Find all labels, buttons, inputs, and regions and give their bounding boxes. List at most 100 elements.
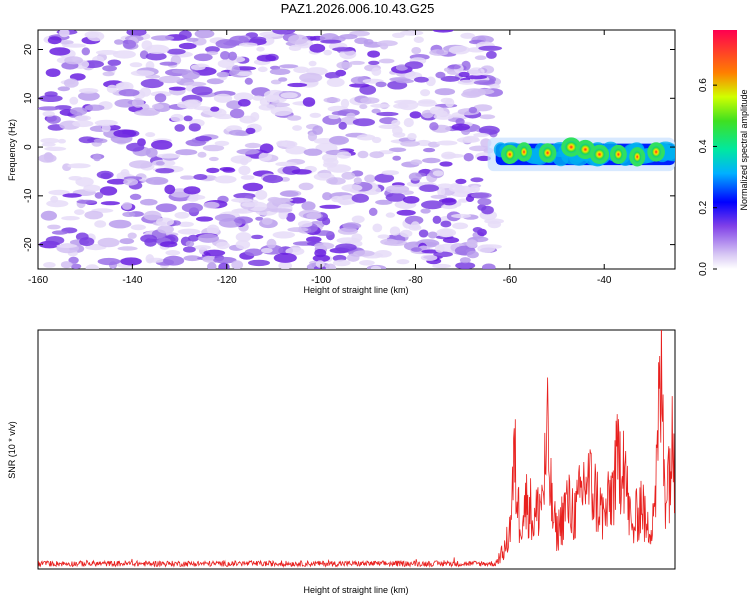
noise-cell — [319, 204, 342, 209]
noise-cell — [323, 49, 333, 56]
noise-cell — [222, 167, 236, 173]
noise-cell — [69, 96, 79, 105]
noise-cell — [256, 54, 277, 62]
noise-cell — [287, 115, 302, 121]
noise-cell — [231, 197, 253, 203]
snr-y-tick-label: 1000 — [0, 0, 12, 3]
noise-cell — [239, 42, 258, 47]
noise-cell — [403, 117, 414, 128]
noise-cell — [260, 247, 273, 254]
noise-cell — [206, 78, 224, 85]
noise-cell — [106, 84, 118, 94]
noise-cell — [371, 136, 382, 144]
noise-cell — [473, 80, 496, 86]
noise-cell — [158, 75, 182, 84]
noise-cell — [465, 75, 488, 80]
noise-cell — [70, 263, 82, 269]
noise-cell — [96, 170, 114, 179]
noise-cell — [416, 139, 432, 147]
noise-cell — [154, 93, 167, 103]
noise-cell — [395, 79, 414, 84]
noise-cell — [78, 88, 99, 94]
noise-cell — [478, 125, 500, 135]
noise-cell — [466, 239, 478, 249]
noise-cell — [191, 86, 213, 96]
noise-cell — [389, 147, 407, 153]
noise-cell — [206, 51, 219, 56]
noise-cell — [238, 165, 251, 176]
noise-cell — [437, 186, 446, 197]
noise-cell — [108, 219, 132, 229]
noise-cell — [64, 43, 86, 48]
noise-cell — [440, 97, 452, 104]
noise-cell — [275, 161, 298, 167]
noise-cell — [423, 147, 436, 153]
noise-cell — [336, 151, 352, 159]
noise-cell — [259, 143, 274, 154]
noise-cell — [163, 255, 185, 266]
noise-cell — [440, 220, 452, 228]
snr-x-tick-label: -100 — [0, 0, 10, 3]
noise-cell — [342, 222, 362, 230]
noise-cell — [78, 91, 100, 101]
noise-cell — [47, 36, 62, 45]
noise-cell — [328, 114, 340, 120]
noise-cell — [302, 97, 316, 107]
noise-cell — [389, 226, 401, 236]
noise-cell — [309, 43, 326, 53]
noise-cell — [419, 184, 439, 192]
noise-cell — [244, 142, 262, 149]
snr-plot-area — [37, 329, 676, 570]
noise-cell — [359, 260, 375, 266]
noise-cell — [102, 71, 115, 77]
noise-cell — [385, 212, 396, 218]
noise-cell — [357, 150, 369, 159]
noise-cell — [102, 65, 117, 72]
spectrogram-x-tick-label: -120 — [217, 275, 237, 286]
noise-cell — [145, 52, 167, 61]
noise-cell — [341, 171, 356, 180]
noise-cell — [368, 60, 380, 65]
noise-cell — [371, 67, 382, 76]
noise-cell — [93, 138, 108, 144]
signal-peak — [613, 147, 624, 161]
noise-cell — [81, 47, 91, 56]
noise-cell — [436, 140, 458, 146]
spectrogram-y-tick-label: 20 — [23, 44, 34, 56]
noise-cell — [245, 127, 256, 135]
noise-cell — [298, 182, 314, 191]
noise-cell — [278, 261, 293, 269]
noise-cell — [194, 30, 215, 39]
noise-cell — [140, 198, 158, 206]
noise-cell — [272, 30, 296, 35]
noise-cell — [441, 204, 458, 210]
noise-cell — [280, 92, 298, 99]
noise-cell — [270, 106, 293, 116]
noise-cell — [279, 64, 299, 69]
noise-cell — [323, 97, 341, 103]
noise-cell — [429, 49, 449, 56]
noise-cell — [206, 224, 220, 235]
noise-cell — [145, 132, 156, 138]
noise-cell — [433, 113, 454, 120]
noise-cell — [38, 94, 63, 102]
noise-cell — [392, 155, 402, 161]
spectrogram-y-tick-label: 0 — [23, 144, 34, 150]
noise-cell — [44, 146, 67, 151]
spectrogram-x-tick-label: -80 — [408, 275, 423, 286]
noise-cell — [421, 200, 444, 210]
noise-cell — [217, 59, 235, 68]
spectrogram-x-tick-label: -100 — [311, 275, 331, 286]
noise-cell — [336, 61, 353, 69]
spectrogram-y-tick-label: -20 — [23, 237, 34, 252]
noise-cell — [140, 78, 164, 89]
noise-cell — [420, 89, 431, 97]
noise-cell — [470, 177, 484, 183]
noise-cell — [157, 225, 174, 234]
noise-cell — [468, 106, 478, 114]
noise-cell — [393, 103, 409, 109]
noise-cell — [139, 87, 152, 97]
noise-cell — [402, 196, 420, 204]
noise-cell — [411, 247, 422, 252]
noise-cell — [122, 211, 136, 217]
